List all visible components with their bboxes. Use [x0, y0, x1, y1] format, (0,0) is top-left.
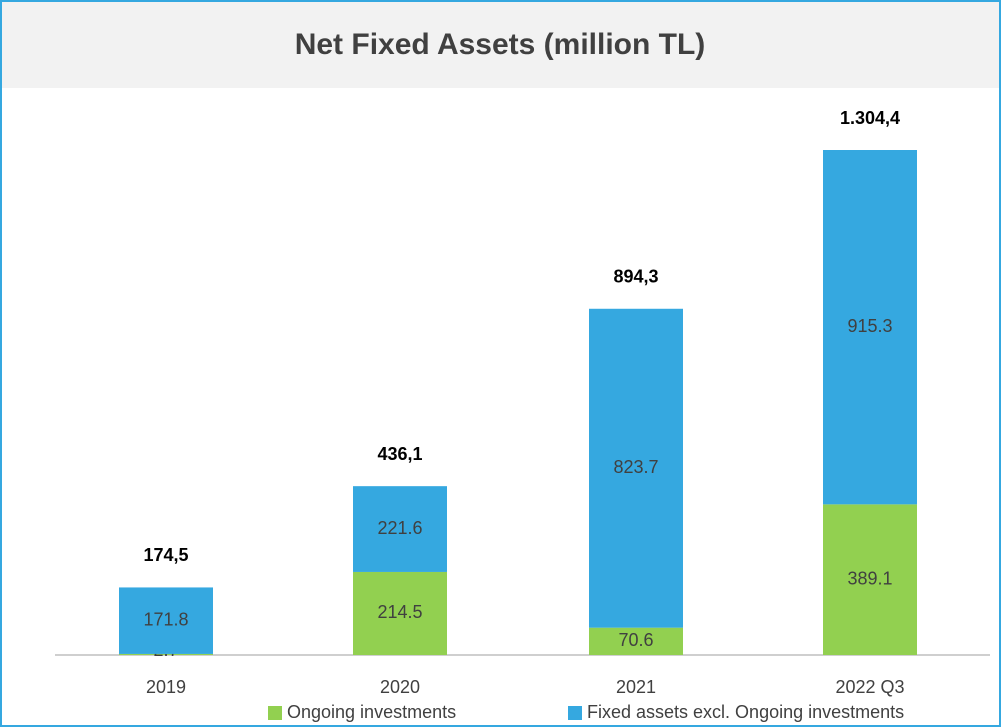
bar-segment: [589, 627, 683, 655]
value-label: 171.8: [143, 609, 188, 629]
legend-swatch: [568, 706, 582, 720]
x-tick-label: 2019: [146, 677, 186, 697]
legend-label: Ongoing investments: [287, 702, 456, 722]
bar-segment: [823, 150, 917, 505]
x-tick-label: 2021: [616, 677, 656, 697]
x-tick-label: 2022 Q3: [835, 677, 904, 697]
x-tick-label: 2020: [380, 677, 420, 697]
total-label: 436,1: [377, 444, 422, 464]
total-label: 1.304,4: [840, 108, 900, 128]
value-label: 70.6: [618, 630, 653, 650]
bar-segment: [119, 653, 213, 655]
value-label: 389.1: [847, 568, 892, 588]
legend-label: Fixed assets excl. Ongoing investments: [587, 702, 904, 722]
legend-swatch: [268, 706, 282, 720]
bar-segment: [353, 486, 447, 572]
bar-segment: [119, 587, 213, 654]
bar-segment: [823, 504, 917, 655]
bar-segment: [589, 308, 683, 628]
total-label: 894,3: [613, 267, 658, 287]
value-label: 214.5: [377, 602, 422, 622]
value-label: 221.6: [377, 518, 422, 538]
total-label: 174,5: [143, 545, 188, 565]
chart-title: Net Fixed Assets (million TL): [295, 28, 706, 61]
value-label: 915.3: [847, 316, 892, 336]
title-band: [2, 2, 999, 88]
bar-segment: [353, 571, 447, 655]
value-label: 823.7: [613, 457, 658, 477]
